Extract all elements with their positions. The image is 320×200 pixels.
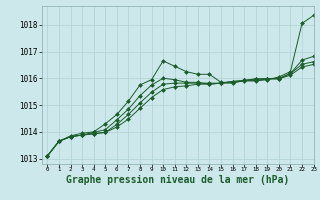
X-axis label: Graphe pression niveau de la mer (hPa): Graphe pression niveau de la mer (hPa)	[66, 175, 289, 185]
